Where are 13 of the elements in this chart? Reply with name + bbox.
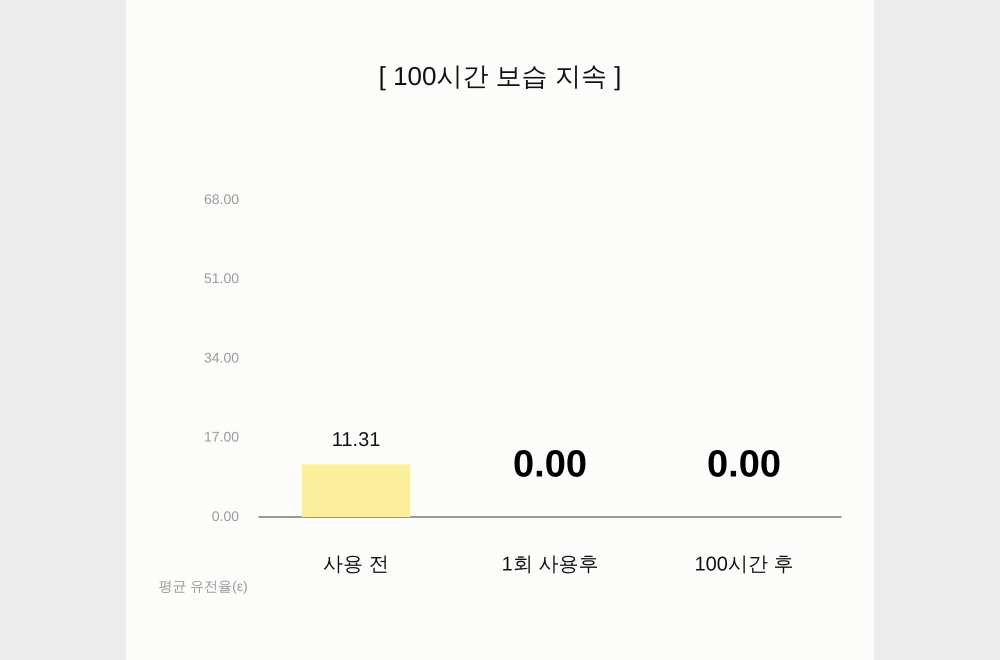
data-label: 11.31: [332, 428, 380, 451]
y-tick-label: 51.00: [204, 270, 240, 286]
data-label: 0.00: [513, 443, 587, 486]
x-tick-label: 100시간 후: [694, 554, 794, 576]
x-tick-label: 사용 전: [323, 554, 389, 576]
y-tick-label: 34.00: [204, 349, 240, 366]
y-tick-label: 17.00: [204, 428, 240, 445]
x-tick-label: 1회 사용후: [502, 554, 598, 576]
y-tick-label: 0.00: [212, 508, 240, 524]
y-tick-label: 68.00: [204, 190, 240, 207]
data-label: 0.00: [707, 443, 781, 486]
chart-title: [ 100시간 보습 지속 ]: [378, 61, 622, 92]
y-axis-title: 평균 유전율(ε): [158, 578, 248, 594]
